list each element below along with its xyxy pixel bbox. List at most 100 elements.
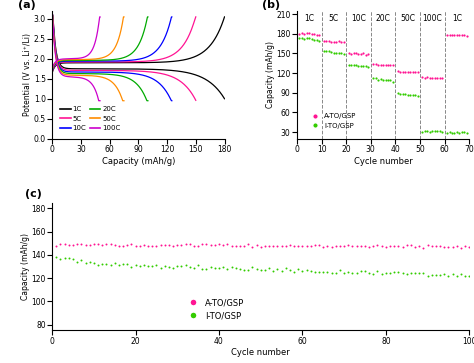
Point bbox=[436, 128, 444, 134]
Point bbox=[315, 38, 323, 44]
Point bbox=[320, 38, 328, 44]
Point bbox=[337, 50, 345, 56]
Point bbox=[352, 62, 360, 68]
Point bbox=[107, 241, 114, 247]
Point bbox=[199, 266, 206, 272]
Point bbox=[286, 242, 294, 248]
Point bbox=[352, 50, 360, 56]
Point bbox=[303, 267, 310, 273]
Point bbox=[248, 244, 256, 249]
Point bbox=[111, 242, 118, 248]
Point bbox=[265, 265, 273, 271]
Point bbox=[382, 77, 389, 83]
Point bbox=[448, 130, 456, 136]
Y-axis label: Potential (V vs. Li⁺/Li): Potential (V vs. Li⁺/Li) bbox=[23, 33, 32, 116]
Point bbox=[61, 241, 68, 247]
Point bbox=[294, 244, 302, 249]
Point bbox=[319, 244, 327, 250]
Point bbox=[313, 37, 320, 42]
Point bbox=[53, 242, 60, 248]
Point bbox=[336, 244, 344, 249]
Point bbox=[178, 242, 185, 248]
Point bbox=[157, 265, 164, 270]
Point bbox=[111, 261, 118, 266]
Point bbox=[457, 245, 465, 250]
Point bbox=[436, 243, 444, 249]
Point bbox=[445, 273, 452, 279]
Point bbox=[90, 260, 98, 266]
Point bbox=[245, 267, 252, 273]
Text: 1C: 1C bbox=[452, 13, 462, 23]
Point bbox=[153, 243, 160, 249]
Point bbox=[350, 50, 357, 56]
Text: 10C: 10C bbox=[351, 13, 366, 23]
Point bbox=[257, 244, 264, 249]
Point bbox=[424, 242, 431, 248]
Point bbox=[349, 270, 356, 276]
Point bbox=[424, 273, 431, 278]
Point bbox=[384, 62, 392, 68]
Point bbox=[140, 242, 148, 248]
Text: 1C: 1C bbox=[304, 13, 314, 23]
Point bbox=[236, 243, 244, 249]
Point bbox=[140, 262, 148, 268]
Point bbox=[355, 51, 362, 57]
Point bbox=[261, 267, 269, 273]
Point bbox=[248, 264, 256, 270]
Point bbox=[355, 63, 362, 69]
Point bbox=[240, 244, 248, 249]
Point bbox=[53, 254, 60, 260]
Point bbox=[345, 62, 352, 68]
Point bbox=[332, 39, 340, 45]
Point bbox=[332, 243, 339, 249]
Point bbox=[386, 243, 394, 249]
Point bbox=[294, 266, 302, 272]
Point bbox=[374, 268, 381, 274]
Point bbox=[144, 262, 152, 268]
Point bbox=[453, 273, 461, 278]
Text: 50C: 50C bbox=[400, 13, 415, 23]
Point bbox=[224, 241, 231, 247]
Point bbox=[157, 242, 164, 248]
Point bbox=[303, 243, 310, 249]
Point bbox=[406, 69, 414, 75]
Point bbox=[446, 33, 453, 38]
Point bbox=[265, 243, 273, 249]
Point bbox=[325, 38, 333, 44]
Point bbox=[428, 129, 436, 134]
Point bbox=[90, 241, 98, 247]
Point bbox=[132, 243, 139, 249]
Point bbox=[436, 272, 444, 277]
Point bbox=[453, 244, 461, 249]
Point bbox=[299, 243, 306, 249]
Point bbox=[99, 242, 106, 248]
Point bbox=[78, 241, 85, 246]
Point bbox=[440, 244, 448, 250]
X-axis label: Capacity (mAh/g): Capacity (mAh/g) bbox=[101, 157, 175, 166]
Point bbox=[445, 244, 452, 250]
Point bbox=[178, 264, 185, 269]
Point bbox=[148, 263, 156, 269]
Point bbox=[328, 270, 336, 276]
Point bbox=[324, 269, 331, 275]
Point bbox=[57, 256, 64, 262]
Point bbox=[347, 62, 355, 68]
Point bbox=[389, 62, 397, 68]
Point bbox=[94, 241, 102, 247]
Point bbox=[224, 266, 231, 272]
Point bbox=[374, 62, 382, 68]
Point bbox=[257, 268, 264, 273]
Point bbox=[451, 32, 458, 37]
Point bbox=[419, 245, 427, 250]
Point bbox=[362, 52, 370, 57]
Point bbox=[340, 243, 348, 249]
Point bbox=[391, 243, 398, 249]
Point bbox=[290, 269, 298, 275]
Point bbox=[136, 263, 144, 269]
Point bbox=[414, 69, 421, 75]
Text: (c): (c) bbox=[25, 189, 42, 199]
Point bbox=[199, 241, 206, 247]
Point bbox=[404, 69, 411, 75]
Point bbox=[119, 261, 127, 266]
Point bbox=[421, 75, 428, 81]
